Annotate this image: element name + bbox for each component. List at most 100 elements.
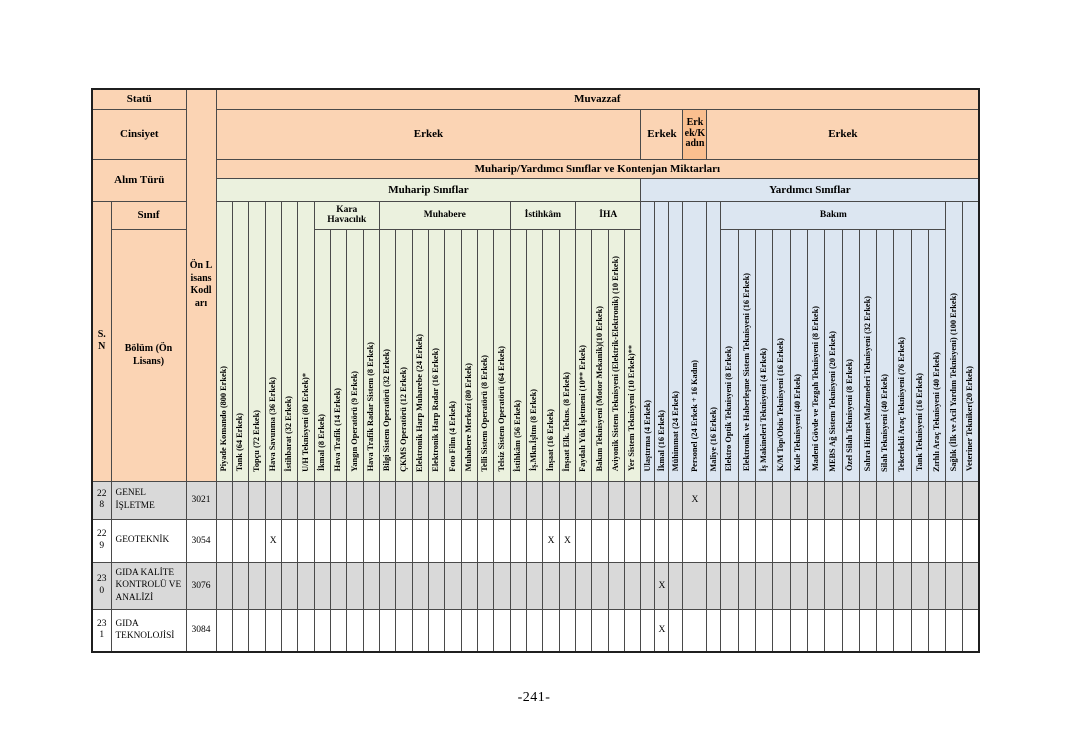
row-header-cinsiyet: Cinsiyet [91, 108, 187, 160]
empty-cell [395, 561, 413, 610]
group-header: Bakım [720, 200, 947, 230]
empty-cell [668, 518, 684, 563]
table-row: Statü Ön Lisans Kodları Muvazzaf [91, 88, 980, 482]
empty-cell [313, 480, 331, 520]
empty-cell [460, 608, 479, 653]
empty-cell [444, 480, 462, 520]
empty-cell [640, 608, 656, 653]
empty-cell [378, 608, 397, 653]
empty-cell [607, 561, 626, 610]
empty-cell [841, 608, 860, 653]
column-header: Elektronik ve Haberleşme Sistem Teknisye… [737, 228, 757, 482]
empty-cell [682, 518, 708, 563]
column-header: Maliye (16 Erkek) [706, 200, 722, 482]
mark-cell: X [654, 608, 670, 653]
rotated-column-label: İstihkâm (56 Erkek) [513, 399, 522, 472]
empty-cell [215, 518, 233, 563]
empty-cell [720, 518, 739, 563]
sn-cell: 22 9 [91, 518, 112, 563]
rotated-column-label: Mühimmat (24 Erkek) [670, 391, 680, 472]
empty-cell [910, 480, 930, 520]
empty-cell [526, 561, 544, 610]
empty-cell [789, 561, 808, 610]
column-header: İkmal (8 Erkek) [313, 228, 331, 482]
rotated-column-label: Madeni Gövde ve Tezgah Teknisyeni (8 Erk… [810, 306, 820, 472]
rotated-column-label: Veteriner Tekniker(20 Erkek) [965, 366, 975, 472]
empty-cell [624, 608, 642, 653]
empty-cell [362, 608, 380, 653]
table-row: 22 9 GEOTEKNİK 3054 X X X [91, 518, 980, 563]
empty-cell [329, 561, 348, 610]
column-header: Kule Teknisyeni (40 Erkek) [789, 228, 808, 482]
column-header: Hava Trafik Radar Sistem (8 Erkek) [362, 228, 380, 482]
empty-cell [329, 608, 348, 653]
empty-cell [248, 561, 266, 610]
rotated-column-label: Silah Teknisyeni (40 Erkek) [879, 373, 889, 472]
rotated-column-label: İnşaat (16 Erkek) [545, 409, 555, 472]
kod-cell: 3054 [185, 518, 217, 563]
empty-cell [362, 561, 380, 610]
section-header-yardimci: Yardımcı Sınıflar [640, 177, 980, 202]
empty-cell [264, 608, 282, 653]
rotated-column-label: İkmal (8 Erkek) [316, 414, 326, 472]
rotated-column-label: İnşaat Elk. Tekns. (8 Erkek) [562, 371, 572, 472]
empty-cell [668, 608, 684, 653]
empty-cell [264, 480, 282, 520]
empty-cell [231, 608, 250, 653]
mark-cell: X [682, 480, 708, 520]
row-header-statu: Statü [91, 88, 187, 110]
empty-cell [558, 561, 577, 610]
empty-cell [841, 518, 860, 563]
empty-cell [910, 561, 930, 610]
sn-cell: 23 1 [91, 608, 112, 653]
column-header: İnşaat Elk. Tekns. (8 Erkek) [558, 228, 577, 482]
header-alim-turu-value: Muharip/Yardımcı Sınıflar ve Kontenjan M… [215, 158, 980, 179]
empty-cell [945, 480, 964, 520]
empty-cell [460, 518, 479, 563]
empty-cell [493, 608, 511, 653]
empty-cell [444, 608, 462, 653]
empty-cell [789, 608, 808, 653]
empty-cell [575, 518, 593, 563]
empty-cell [824, 608, 843, 653]
empty-cell [772, 518, 791, 563]
rotated-column-label: Aviyonik Sistem Teknisyeni (Elektrik-Ele… [611, 256, 621, 472]
empty-cell [841, 480, 860, 520]
group-header: İstihkâm [509, 200, 577, 230]
empty-cell [215, 480, 233, 520]
bolum-cell: GIDA TEKNOLOJİSİ [110, 608, 187, 653]
empty-cell [806, 480, 826, 520]
column-header: Tank (64 Erkek) [231, 200, 250, 482]
empty-cell [624, 518, 642, 563]
rotated-column-label: K/M Top/Obüs Teknisyeni (16 Erkek) [776, 338, 786, 472]
empty-cell [542, 561, 560, 610]
empty-cell [945, 608, 964, 653]
kod-cell: 3076 [185, 561, 217, 610]
empty-cell [720, 480, 739, 520]
empty-cell [789, 518, 808, 563]
empty-cell [427, 480, 446, 520]
column-header: Yer Sistem Teknisyeni (10 Erkek)** [624, 228, 642, 482]
rotated-column-label: Yer Sistem Teknisyeni (10 Erkek)** [627, 345, 637, 472]
empty-cell [346, 518, 364, 563]
header-gender-erkek: Erkek [706, 108, 980, 160]
empty-cell [858, 480, 878, 520]
empty-cell [893, 480, 912, 520]
empty-cell [706, 561, 722, 610]
empty-cell [591, 518, 609, 563]
empty-cell [509, 480, 528, 520]
bolum-cell: GENEL İŞLETME [110, 480, 187, 520]
rotated-column-label: Maliye (16 Erkek) [708, 406, 718, 472]
rotated-column-label: İkmal (16 Erkek) [656, 410, 666, 472]
table-row: Cinsiyet Erkek Erkek Erkek/Kadın Erkek [91, 108, 980, 160]
empty-cell [910, 608, 930, 653]
empty-cell [297, 518, 315, 563]
rotated-column-label: U/H Teknisyeni (80 Erkek)* [300, 372, 310, 472]
empty-cell [558, 480, 577, 520]
rotated-column-label: Hava Trafik Radar Sistem (8 Erkek) [365, 342, 375, 472]
rotated-column-label: Sağlık (İlk ve Acil Yardım Teknisyeni) (… [948, 293, 958, 472]
rotated-column-label: Ulaştırma (4 Erkek) [642, 400, 652, 472]
empty-cell [668, 561, 684, 610]
mark-cell: X [542, 518, 560, 563]
